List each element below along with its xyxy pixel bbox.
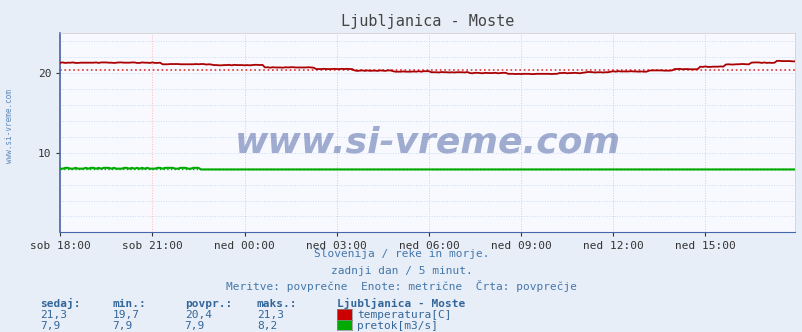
Text: zadnji dan / 5 minut.: zadnji dan / 5 minut. bbox=[330, 266, 472, 276]
Text: maks.:: maks.: bbox=[257, 299, 297, 309]
Text: www.si-vreme.com: www.si-vreme.com bbox=[5, 89, 14, 163]
Text: Ljubljanica - Moste: Ljubljanica - Moste bbox=[337, 298, 465, 309]
Text: 7,9: 7,9 bbox=[112, 321, 132, 331]
Text: 21,3: 21,3 bbox=[257, 310, 284, 320]
Text: 7,9: 7,9 bbox=[184, 321, 205, 331]
Text: temperatura[C]: temperatura[C] bbox=[357, 310, 452, 320]
Title: Ljubljanica - Moste: Ljubljanica - Moste bbox=[341, 14, 513, 29]
Text: 21,3: 21,3 bbox=[40, 310, 67, 320]
Text: pretok[m3/s]: pretok[m3/s] bbox=[357, 321, 438, 331]
Text: 7,9: 7,9 bbox=[40, 321, 60, 331]
Text: 20,4: 20,4 bbox=[184, 310, 212, 320]
Text: Slovenija / reke in morje.: Slovenija / reke in morje. bbox=[314, 249, 488, 259]
Text: www.si-vreme.com: www.si-vreme.com bbox=[234, 126, 620, 160]
Text: Meritve: povprečne  Enote: metrične  Črta: povprečje: Meritve: povprečne Enote: metrične Črta:… bbox=[225, 281, 577, 292]
Text: min.:: min.: bbox=[112, 299, 146, 309]
Text: sedaj:: sedaj: bbox=[40, 298, 80, 309]
Text: povpr.:: povpr.: bbox=[184, 299, 232, 309]
Text: 8,2: 8,2 bbox=[257, 321, 277, 331]
Text: 19,7: 19,7 bbox=[112, 310, 140, 320]
